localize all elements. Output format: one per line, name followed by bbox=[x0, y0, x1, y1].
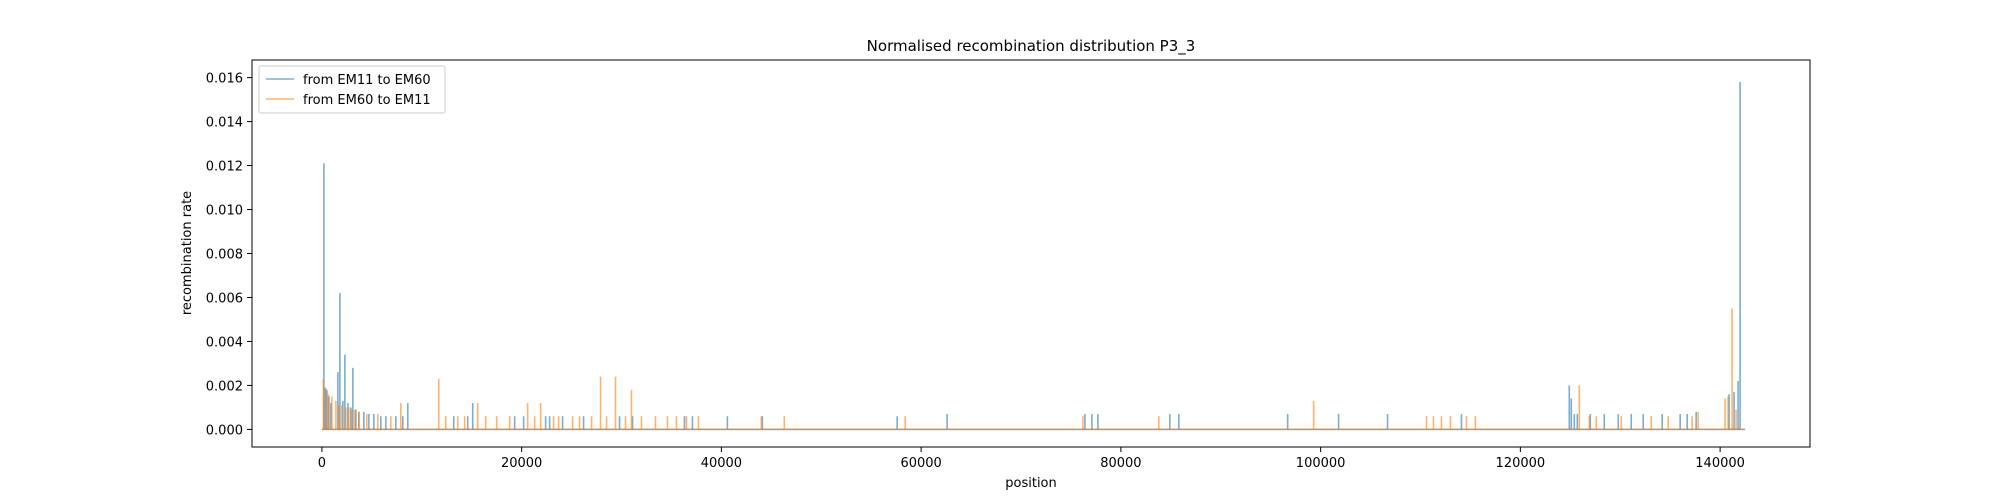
legend-label-em60-to-em11: from EM60 to EM11 bbox=[303, 93, 431, 108]
x-axis-label: position bbox=[1005, 476, 1057, 491]
y-tick-label: 0.010 bbox=[206, 204, 243, 219]
x-tick-label: 120000 bbox=[1496, 456, 1546, 471]
x-tick-label: 140000 bbox=[1695, 456, 1745, 471]
x-axis: 0 20000 40000 60000 80000 100000 120000 140000 bbox=[318, 447, 1745, 471]
x-tick-label: 0 bbox=[318, 456, 326, 471]
y-tick-label: 0.008 bbox=[206, 248, 243, 263]
y-tick-label: 0.016 bbox=[206, 72, 243, 87]
x-tick-label: 60000 bbox=[900, 456, 941, 471]
legend-box bbox=[258, 65, 446, 114]
y-tick-label: 0.012 bbox=[206, 160, 243, 175]
y-tick-label: 0.004 bbox=[206, 335, 243, 350]
series-layer bbox=[321, 81, 1746, 431]
x-tick-label: 20000 bbox=[501, 456, 542, 471]
y-tick-label: 0.000 bbox=[206, 423, 243, 438]
legend-label-em11-to-em60: from EM11 to EM60 bbox=[303, 73, 431, 88]
x-tick-label: 40000 bbox=[701, 456, 742, 471]
y-axis: 0.000 0.002 0.004 0.006 0.008 0.010 0.012 0.014… bbox=[206, 72, 252, 438]
x-tick-label: 80000 bbox=[1100, 456, 1141, 471]
y-tick-label: 0.014 bbox=[206, 116, 243, 131]
y-tick-label: 0.006 bbox=[206, 291, 243, 306]
y-axis-label: recombination rate bbox=[180, 191, 195, 315]
series-em60-to-em11 bbox=[321, 308, 1746, 431]
legend: from EM11 to EM60 from EM60 to EM11 bbox=[258, 65, 446, 114]
x-tick-label: 100000 bbox=[1296, 456, 1346, 471]
y-tick-label: 0.002 bbox=[206, 379, 243, 394]
chart-title: Normalised recombination distribution P3… bbox=[867, 37, 1196, 56]
